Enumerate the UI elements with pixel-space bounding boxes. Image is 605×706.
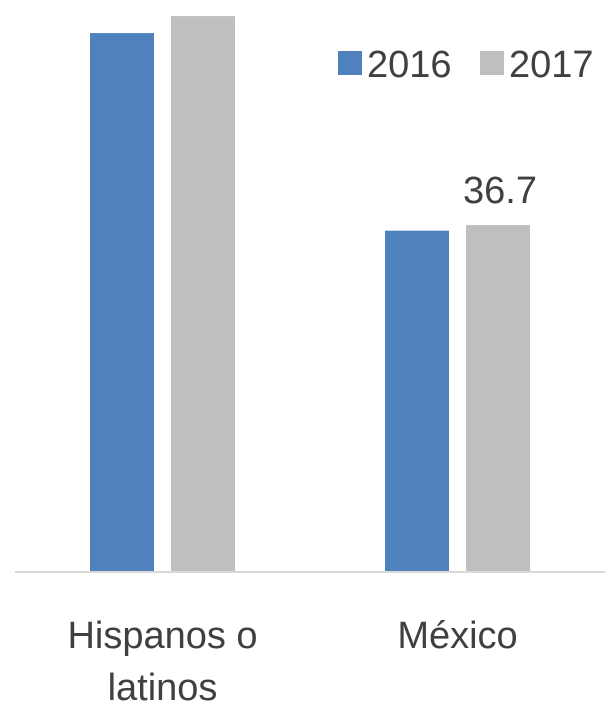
category-label-line: Hispanos o — [67, 615, 257, 657]
category-label: México — [397, 615, 517, 657]
data-label: 58.8 — [168, 0, 242, 3]
category-label-line: latinos — [108, 667, 218, 701]
legend-label-2017: 2017 — [509, 44, 594, 86]
bar-2017-mexico — [466, 225, 530, 572]
category-label-line: México — [397, 615, 517, 657]
bars-layer — [90, 16, 530, 573]
data-label: 36.7 — [463, 170, 537, 212]
bar-2016-mexico — [385, 230, 449, 572]
bar-2016-hispanos-o-latinos — [90, 33, 154, 573]
category-labels-layer: Hispanos o latinos México — [67, 615, 517, 706]
legend: 2016 2017 — [338, 44, 594, 86]
bar-2017-hispanos-o-latinos — [171, 16, 235, 572]
category-label: Hispanos o latinos — [67, 615, 257, 701]
data-labels-layer: 58.8 36.7 — [168, 0, 537, 212]
legend-swatch-2016 — [338, 51, 362, 75]
legend-swatch-2017 — [480, 51, 504, 75]
legend-label-2016: 2016 — [367, 44, 452, 86]
